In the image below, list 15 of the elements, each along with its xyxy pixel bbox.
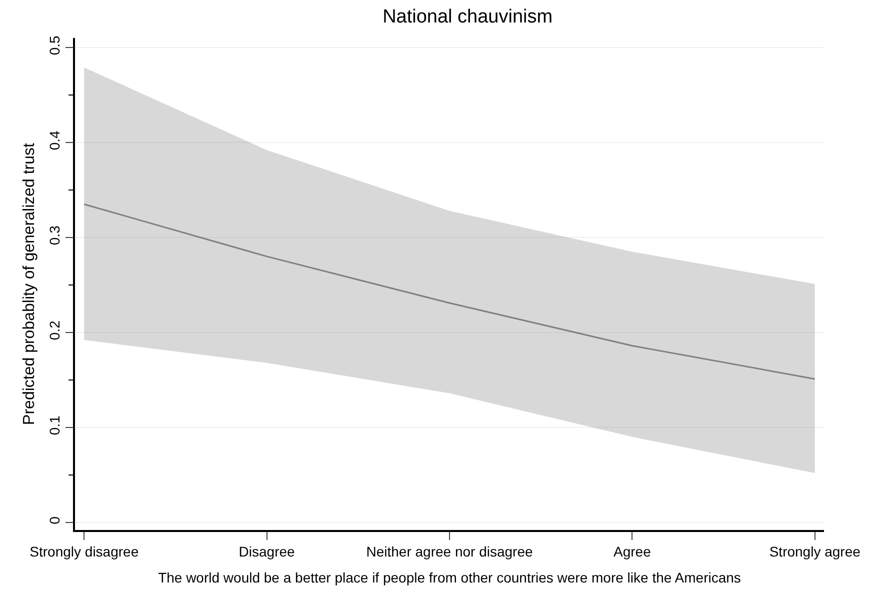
y-axis-title: Predicted probablity of generalized trust [21, 142, 38, 425]
x-axis-title: The world would be a better place if people from other countries were more like the Americans [158, 569, 741, 586]
y-tick-label: 0.2 [46, 320, 63, 340]
x-tick-label: Neither agree nor disagree [366, 544, 533, 560]
y-tick-label: 0.4 [46, 130, 63, 150]
y-tick-label: 0.3 [46, 225, 63, 246]
y-tick-label: 0.1 [46, 415, 63, 436]
y-tick-label: 0.5 [46, 35, 63, 56]
x-tick-label: Strongly agree [769, 544, 861, 560]
x-tick-label: Agree [614, 544, 652, 560]
x-tick-label: Strongly disagree [30, 544, 139, 560]
y-tick-label: 0 [46, 516, 63, 524]
line-series [83, 203, 816, 380]
x-tick-label: Disagree [238, 544, 296, 560]
chart-title: National chauvinism [382, 6, 553, 28]
